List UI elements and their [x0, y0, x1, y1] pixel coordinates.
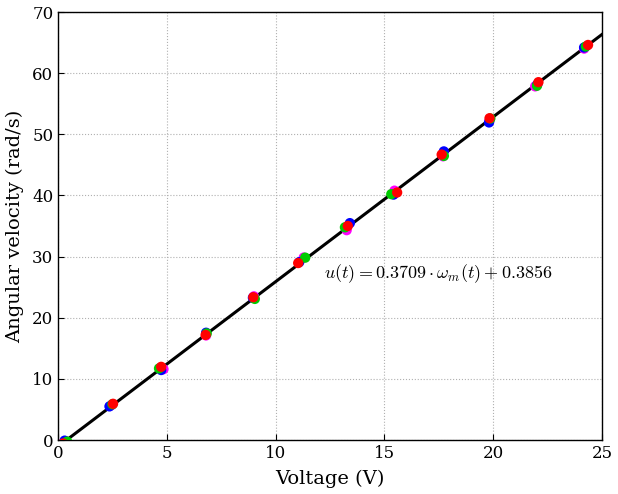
Point	[345, 219, 355, 227]
Point	[581, 42, 591, 50]
Point	[392, 189, 402, 197]
Point	[532, 81, 542, 88]
Point	[201, 329, 211, 337]
Point	[389, 187, 399, 195]
Point	[159, 365, 169, 373]
Point	[60, 437, 70, 445]
Point	[202, 329, 212, 337]
Point	[485, 117, 494, 125]
Point	[300, 254, 310, 262]
X-axis label: Voltage (V): Voltage (V)	[276, 470, 385, 489]
Point	[58, 440, 68, 448]
Point	[386, 190, 396, 198]
Point	[250, 295, 260, 303]
Point	[389, 191, 399, 199]
Point	[156, 366, 166, 374]
Point	[108, 400, 117, 408]
Point	[294, 258, 304, 266]
Point	[201, 331, 211, 339]
Point	[583, 41, 593, 49]
Point	[201, 331, 211, 339]
Point	[294, 259, 303, 267]
Point	[579, 43, 589, 51]
Point	[61, 437, 70, 445]
Text: $u(t) = 0.3709 \cdot \omega_m(t) + 0.3856$: $u(t) = 0.3709 \cdot \omega_m(t) + 0.385…	[324, 262, 552, 285]
Point	[484, 119, 494, 126]
Point	[106, 401, 116, 409]
Point	[62, 438, 72, 446]
Point	[248, 293, 258, 301]
Point	[533, 78, 543, 86]
Point	[438, 152, 448, 160]
Y-axis label: Angular velocity (rad/s): Angular velocity (rad/s)	[6, 109, 24, 343]
Point	[299, 253, 309, 261]
Point	[156, 363, 166, 371]
Point	[437, 151, 447, 159]
Point	[342, 226, 352, 234]
Point	[439, 152, 449, 160]
Point	[249, 292, 259, 300]
Point	[108, 400, 118, 408]
Point	[154, 365, 164, 372]
Point	[530, 82, 540, 90]
Point	[248, 294, 258, 302]
Point	[579, 44, 589, 52]
Point	[485, 115, 495, 123]
Point	[104, 403, 114, 411]
Point	[532, 82, 542, 90]
Point	[439, 147, 449, 155]
Point	[485, 114, 494, 122]
Point	[343, 222, 353, 230]
Point	[340, 223, 350, 231]
